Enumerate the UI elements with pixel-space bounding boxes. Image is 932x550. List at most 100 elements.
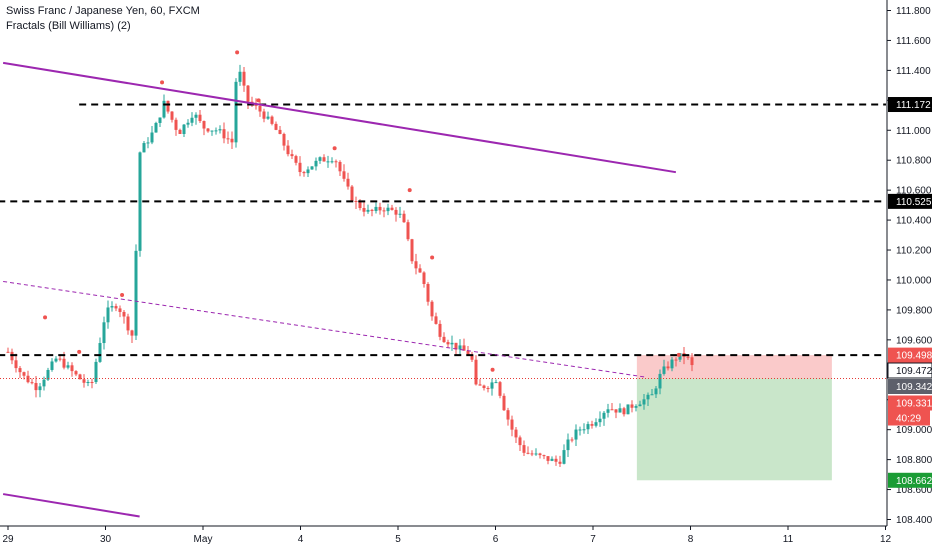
date-tick-label: May: [194, 534, 213, 545]
candle-body: [258, 105, 262, 112]
candle-body: [638, 404, 642, 407]
price-tick-label: 109.000: [896, 425, 932, 436]
candle-body: [558, 461, 562, 464]
candle-body: [242, 71, 246, 86]
price-tick-label: 111.000: [896, 126, 931, 137]
candle-body: [114, 306, 118, 309]
candle-body: [670, 359, 674, 369]
candle-body: [630, 404, 634, 408]
candle-body: [574, 429, 578, 440]
indicator-title[interactable]: Fractals (Bill Williams) (2): [6, 20, 131, 32]
candle-body: [126, 316, 130, 331]
candle-body: [390, 207, 394, 210]
candle-body: [582, 429, 586, 431]
candle-body: [622, 408, 626, 415]
candle-body: [298, 162, 302, 173]
candle-body: [506, 410, 510, 420]
price-axis: 108.400108.600108.800109.000109.200109.4…: [886, 0, 932, 550]
candle-body: [286, 145, 290, 155]
candle-body: [554, 458, 558, 462]
candle-body: [594, 422, 598, 426]
dashed-trendline: [3, 280, 647, 378]
candle-body: [206, 128, 210, 132]
candle-body: [538, 453, 542, 456]
candle-body: [402, 213, 406, 223]
candle-body: [186, 122, 190, 125]
price-tick-label: 108.800: [896, 455, 932, 466]
fractal-marker: [490, 367, 495, 372]
price-tag-box: [888, 395, 932, 411]
price-tick-label: 109.800: [896, 305, 932, 316]
candle-body: [150, 132, 154, 143]
candle-body: [266, 116, 270, 119]
candle-body: [418, 268, 422, 273]
candle-body: [690, 357, 694, 366]
price-tick-label: 110.800: [896, 156, 932, 167]
price-tick-label: 110.000: [896, 275, 932, 286]
candle-body: [166, 100, 170, 112]
candle-body: [334, 161, 338, 163]
candle-body: [466, 350, 470, 355]
candle-body: [566, 439, 570, 451]
price-tag-label: 40:29: [896, 414, 921, 425]
fractal-marker: [430, 255, 435, 260]
candle-body: [474, 359, 478, 385]
candle-body: [90, 381, 94, 383]
candle-body: [606, 409, 610, 413]
candle-body: [158, 117, 162, 123]
candle-body: [82, 379, 86, 383]
candle-body: [142, 143, 146, 153]
price-tick-label: 111.400: [896, 66, 931, 77]
candle-body: [434, 316, 438, 324]
candle-body: [438, 323, 442, 337]
price-tag-box: [888, 379, 932, 394]
candle-body: [50, 361, 54, 370]
candle-body: [414, 261, 418, 269]
candle-body: [222, 129, 226, 139]
candle-body: [370, 209, 374, 211]
candle-body: [430, 301, 434, 317]
candle-body: [70, 365, 74, 372]
candle-body: [514, 429, 518, 438]
candle-body: [130, 330, 134, 336]
take-profit-zone: [636, 378, 832, 481]
price-tag-label: 110.525: [896, 197, 932, 208]
price-tag-label: 108.662: [896, 476, 932, 487]
price-tag-label: 109.331: [896, 399, 932, 410]
candle-body: [134, 250, 138, 336]
candle-body: [610, 409, 614, 411]
price-tag-box: [888, 97, 932, 113]
candle-body: [614, 409, 618, 413]
candle-body: [234, 81, 238, 143]
candle-body: [54, 358, 58, 362]
candle-body: [502, 395, 506, 411]
fractal-marker: [77, 349, 82, 354]
candle-body: [154, 122, 158, 133]
candle-body: [362, 208, 366, 212]
candle-body: [330, 161, 334, 163]
candle-body: [382, 210, 386, 212]
candle-body: [342, 171, 346, 179]
plot-area: [0, 50, 886, 518]
date-tick-label: 4: [298, 534, 304, 545]
candle-body: [394, 209, 398, 215]
candle-body: [534, 453, 538, 455]
candle-body: [138, 152, 142, 251]
symbol-title[interactable]: Swiss Franc / Japanese Yen, 60, FXCM: [6, 5, 200, 17]
candle-body: [42, 379, 46, 387]
candle-body: [634, 406, 638, 408]
candle-body: [122, 311, 126, 317]
candle-body: [98, 343, 102, 362]
price-tag: 109.472: [887, 362, 932, 379]
candle-body: [110, 306, 114, 308]
candle-body: [486, 388, 490, 390]
price-tag: 108.662: [888, 472, 932, 488]
price-tag-box: [888, 410, 930, 426]
price-tick-label: 108.400: [896, 515, 932, 526]
candle-body: [618, 408, 622, 413]
candle-body: [38, 386, 42, 391]
candle-body: [562, 450, 566, 464]
candle-body: [546, 456, 550, 461]
stop-loss-zone: [636, 355, 832, 379]
